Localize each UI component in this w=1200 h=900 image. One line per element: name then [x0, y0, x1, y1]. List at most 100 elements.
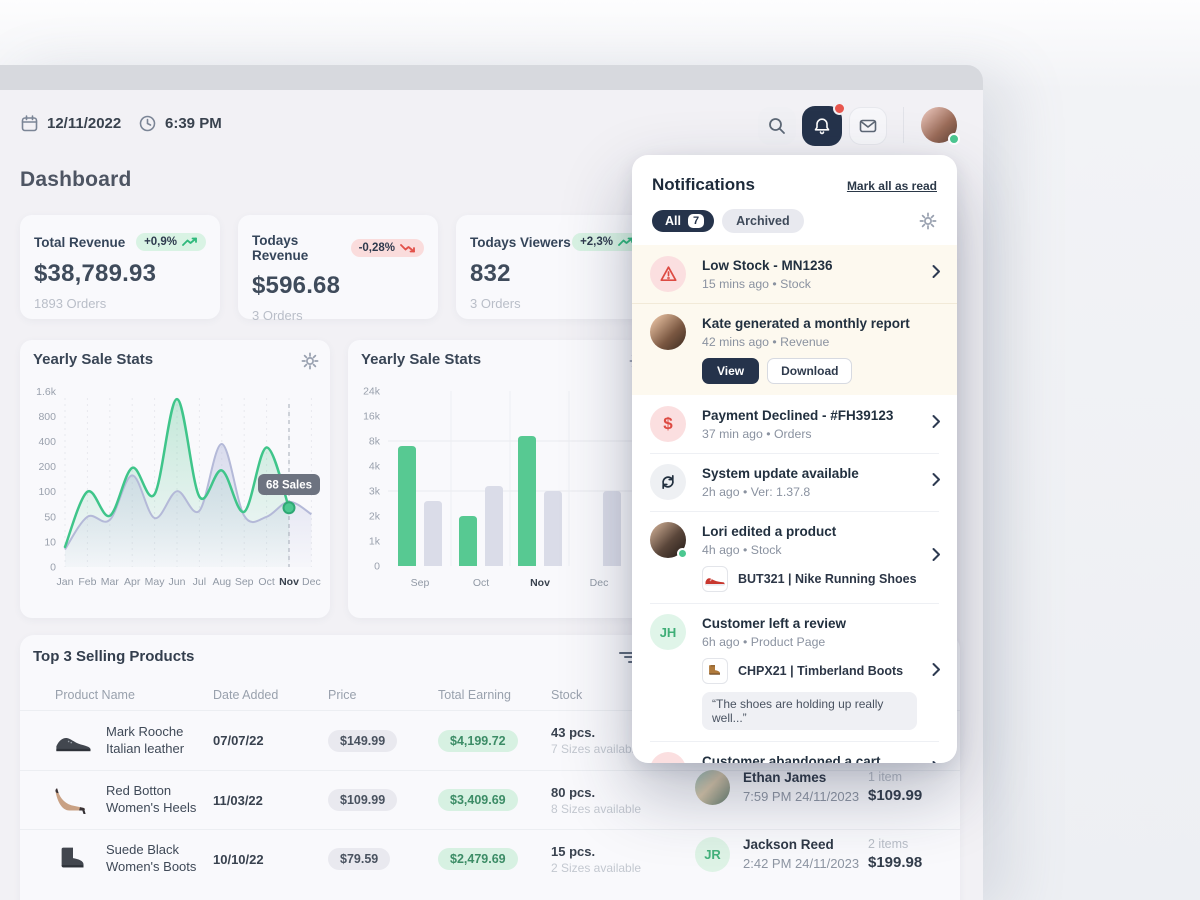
- bar: [518, 436, 536, 566]
- notification-low-stock[interactable]: Low Stock - MN1236 15 mins ago • Stock: [632, 245, 957, 303]
- bar: [485, 486, 503, 566]
- trend-value: -0,28%: [358, 242, 395, 254]
- chart-title: Yearly Sale Stats: [361, 351, 482, 368]
- chevron-right-icon[interactable]: [932, 548, 941, 567]
- time-text: 6:39 PM: [165, 115, 222, 132]
- user-avatar[interactable]: [921, 107, 960, 145]
- notification-product-edited[interactable]: Lori edited a product 4h ago • Stock BUT…: [632, 511, 957, 603]
- order-row[interactable]: JR Jackson Reed 2:42 PM 24/11/2023 2 ite…: [695, 837, 963, 877]
- notification-system-update[interactable]: System update available 2h ago • Ver: 1.…: [632, 453, 957, 511]
- notification-settings-gear-icon[interactable]: [919, 212, 937, 230]
- price-pill: $149.99: [328, 729, 398, 752]
- stat-card-todays-revenue: Todays Revenue -0,28% $596.68 3 Orders: [238, 215, 438, 323]
- stat-subtext: 3 Orders: [470, 296, 521, 311]
- trend-badge: -0,28%: [350, 239, 424, 257]
- notifications-button[interactable]: [802, 102, 846, 146]
- yearly-sales-bar-chart: 0 1k 2k 3k 4k 8k 16k 24k Sep Oct Nov Dec: [350, 378, 650, 598]
- product-tag[interactable]: CHPX21 | Timberland Boots: [702, 658, 917, 684]
- earning-pill: $3,409.69: [438, 789, 518, 811]
- table-row[interactable]: Suede Black Women's Boots 10/10/22 $79.59…: [20, 829, 960, 888]
- customer-initials-avatar: JR: [695, 837, 730, 872]
- bar: [424, 501, 442, 566]
- col-price: Price: [328, 687, 357, 702]
- price-pill: $109.99: [328, 789, 398, 811]
- product-tag-label: BUT321 | Nike Running Shoes: [738, 572, 917, 586]
- trend-up-icon: [182, 237, 197, 246]
- tab-all-count-badge: 7: [687, 214, 705, 228]
- table-row[interactable]: Red Botton Women's Heels 11/03/22 $109.99…: [20, 770, 960, 829]
- stat-value: 832: [470, 260, 511, 287]
- svg-text:Dec: Dec: [302, 576, 321, 588]
- svg-text:1k: 1k: [369, 536, 381, 548]
- search-icon: [767, 116, 787, 136]
- page-title: Dashboard: [20, 168, 132, 191]
- sizes-available: 7 Sizes available: [551, 742, 642, 756]
- col-total-earning: Total Earning: [438, 687, 511, 702]
- svg-text:50: 50: [44, 511, 56, 523]
- view-button[interactable]: View: [702, 358, 760, 384]
- mark-all-as-read-link[interactable]: Mark all as read: [846, 179, 937, 193]
- notification-payment-declined[interactable]: $ Payment Declined - #FH39123 37 min ago…: [632, 395, 957, 453]
- svg-text:4k: 4k: [369, 461, 381, 473]
- chevron-right-icon[interactable]: [932, 415, 941, 434]
- notification-meta: 2h ago • Ver: 1.37.8: [702, 485, 811, 499]
- notifications-panel: Notifications Mark all as read All 7 Arc…: [632, 155, 957, 763]
- chevron-right-icon[interactable]: [932, 473, 941, 492]
- product-tag[interactable]: BUT321 | Nike Running Shoes: [702, 566, 917, 592]
- svg-text:16k: 16k: [363, 411, 381, 423]
- product-name: Mark Rooche: [106, 723, 184, 739]
- chevron-right-icon[interactable]: [932, 265, 941, 284]
- notification-meta: 37 min ago • Orders: [702, 427, 812, 441]
- search-button[interactable]: [758, 107, 796, 145]
- notification-review[interactable]: JH Customer left a review 6h ago • Produ…: [632, 603, 957, 741]
- svg-text:0: 0: [50, 562, 56, 574]
- stat-label: Todays Revenue: [252, 233, 309, 263]
- sales-tooltip: 68 Sales: [258, 474, 320, 495]
- svg-text:3k: 3k: [369, 486, 381, 498]
- bar: [544, 491, 562, 566]
- notification-meta: 42 mins ago • Revenue: [702, 335, 830, 349]
- time-display: 6:39 PM: [138, 114, 222, 133]
- chevron-right-icon[interactable]: [932, 761, 941, 763]
- trend-badge: +0,9%: [136, 233, 206, 251]
- cart-icon: [650, 752, 686, 763]
- svg-text:Jan: Jan: [57, 576, 74, 588]
- tab-archived[interactable]: Archived: [722, 209, 804, 233]
- notification-title: Low Stock - MN1236: [702, 258, 833, 273]
- timberland-boot-thumbnail: [702, 658, 728, 684]
- svg-text:800: 800: [38, 411, 56, 423]
- heel-shoe-thumbnail: [52, 785, 94, 815]
- notification-meta: 15 mins ago • Stock: [702, 277, 811, 291]
- header-divider: [903, 107, 904, 143]
- notification-title: Payment Declined - #FH39123: [702, 408, 894, 423]
- filter-icon[interactable]: [618, 649, 634, 663]
- order-time: 2:42 PM 24/11/2023: [743, 856, 860, 871]
- table-row[interactable]: Mark Rooche Italian leather 07/07/22 $149…: [20, 711, 960, 770]
- svg-text:2k: 2k: [369, 511, 381, 523]
- notification-abandoned-cart[interactable]: Customer abandoned a cart 12h ago • Shop…: [632, 741, 957, 763]
- chevron-right-icon[interactable]: [932, 663, 941, 682]
- notification-title: Lori edited a product: [702, 524, 837, 539]
- stat-value: $38,789.93: [34, 260, 157, 287]
- svg-text:Jun: Jun: [169, 576, 186, 588]
- bar: [603, 491, 621, 566]
- calendar-icon: [20, 114, 39, 133]
- date-added: 07/07/22: [213, 733, 264, 748]
- svg-text:1.6k: 1.6k: [36, 386, 57, 398]
- svg-text:8k: 8k: [369, 436, 381, 448]
- product-variant: Women's Heels: [106, 800, 197, 815]
- refresh-icon: [650, 464, 686, 500]
- table-header-row: Product Name Date Added Price Total Earn…: [20, 679, 960, 711]
- svg-text:Aug: Aug: [212, 576, 231, 588]
- gear-icon[interactable]: [301, 352, 319, 370]
- svg-text:Sep: Sep: [235, 576, 254, 588]
- notification-monthly-report[interactable]: Kate generated a monthly report 42 mins …: [632, 303, 957, 395]
- window-title-bar: [0, 65, 983, 90]
- download-button[interactable]: Download: [767, 358, 853, 384]
- order-time: 7:59 PM 24/11/2023: [743, 789, 860, 804]
- date-text: 12/11/2022: [47, 115, 122, 132]
- messages-button[interactable]: [849, 107, 887, 145]
- notification-title: Customer left a review: [702, 616, 847, 631]
- order-row[interactable]: Ethan James 7:59 PM 24/11/2023 1 item $1…: [695, 770, 963, 810]
- tab-all[interactable]: All 7: [652, 210, 715, 232]
